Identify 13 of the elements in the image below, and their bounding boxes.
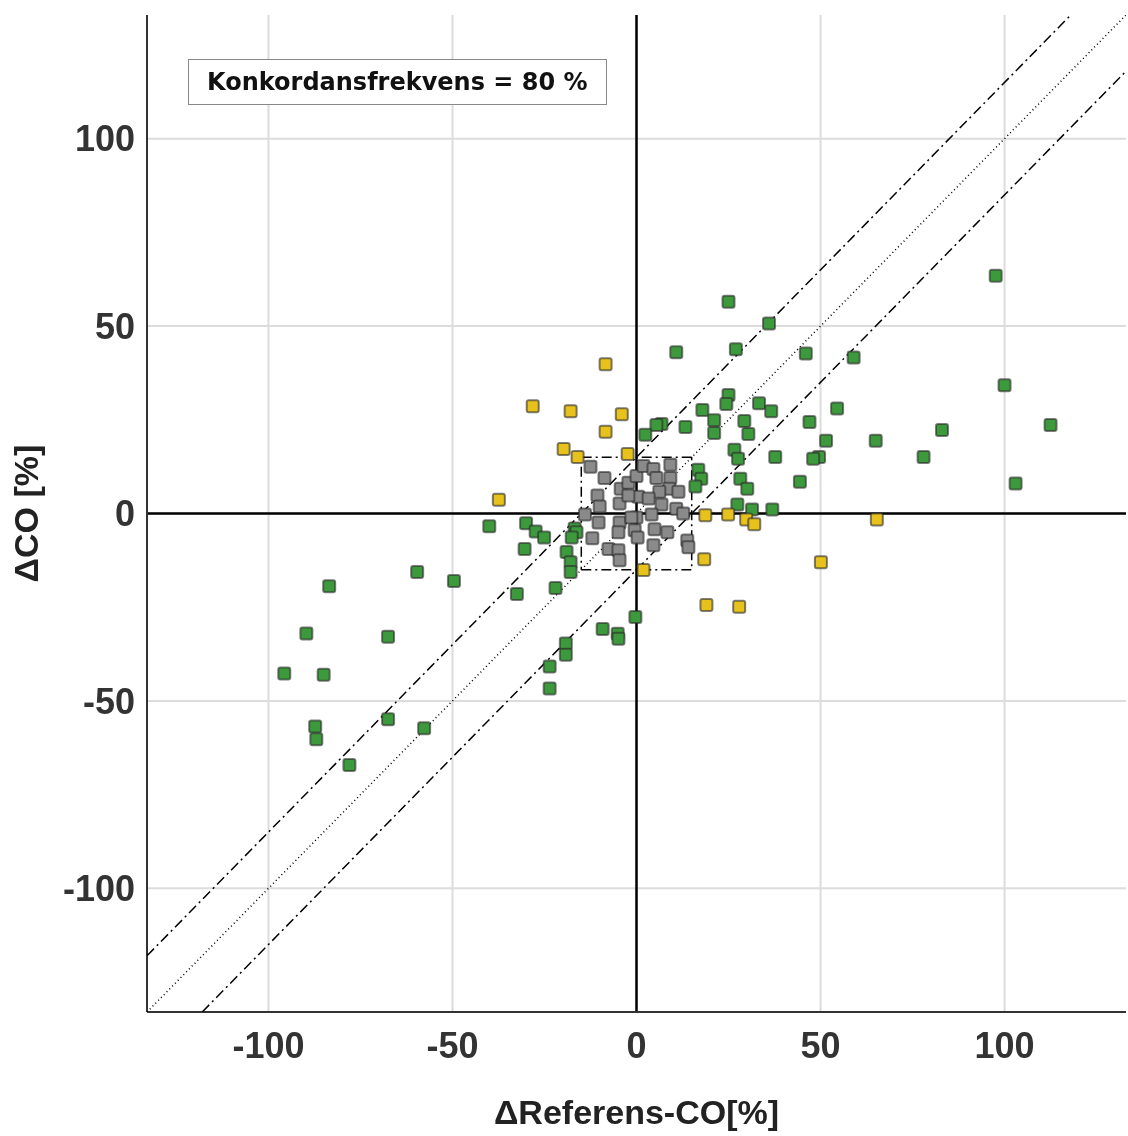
x-tick-label: -100 xyxy=(232,1024,305,1066)
y-tick-label: -100 xyxy=(62,868,135,910)
y-tick-label: -50 xyxy=(82,680,135,722)
y-tick-label: 0 xyxy=(114,493,135,535)
annotation: Konkordansfrekvens = 80 % xyxy=(188,59,607,105)
x-tick-label: 0 xyxy=(626,1024,647,1066)
x-tick-label: 100 xyxy=(974,1024,1035,1066)
y-tick-label: 100 xyxy=(74,118,135,160)
y-tick-label: 50 xyxy=(94,305,135,347)
y-axis-title: ΔCO [%] xyxy=(7,444,46,583)
x-axis-title: ΔReferens-CO[%] xyxy=(493,1093,780,1131)
x-tick-label: 50 xyxy=(800,1024,841,1066)
x-tick-label: -50 xyxy=(426,1024,479,1066)
